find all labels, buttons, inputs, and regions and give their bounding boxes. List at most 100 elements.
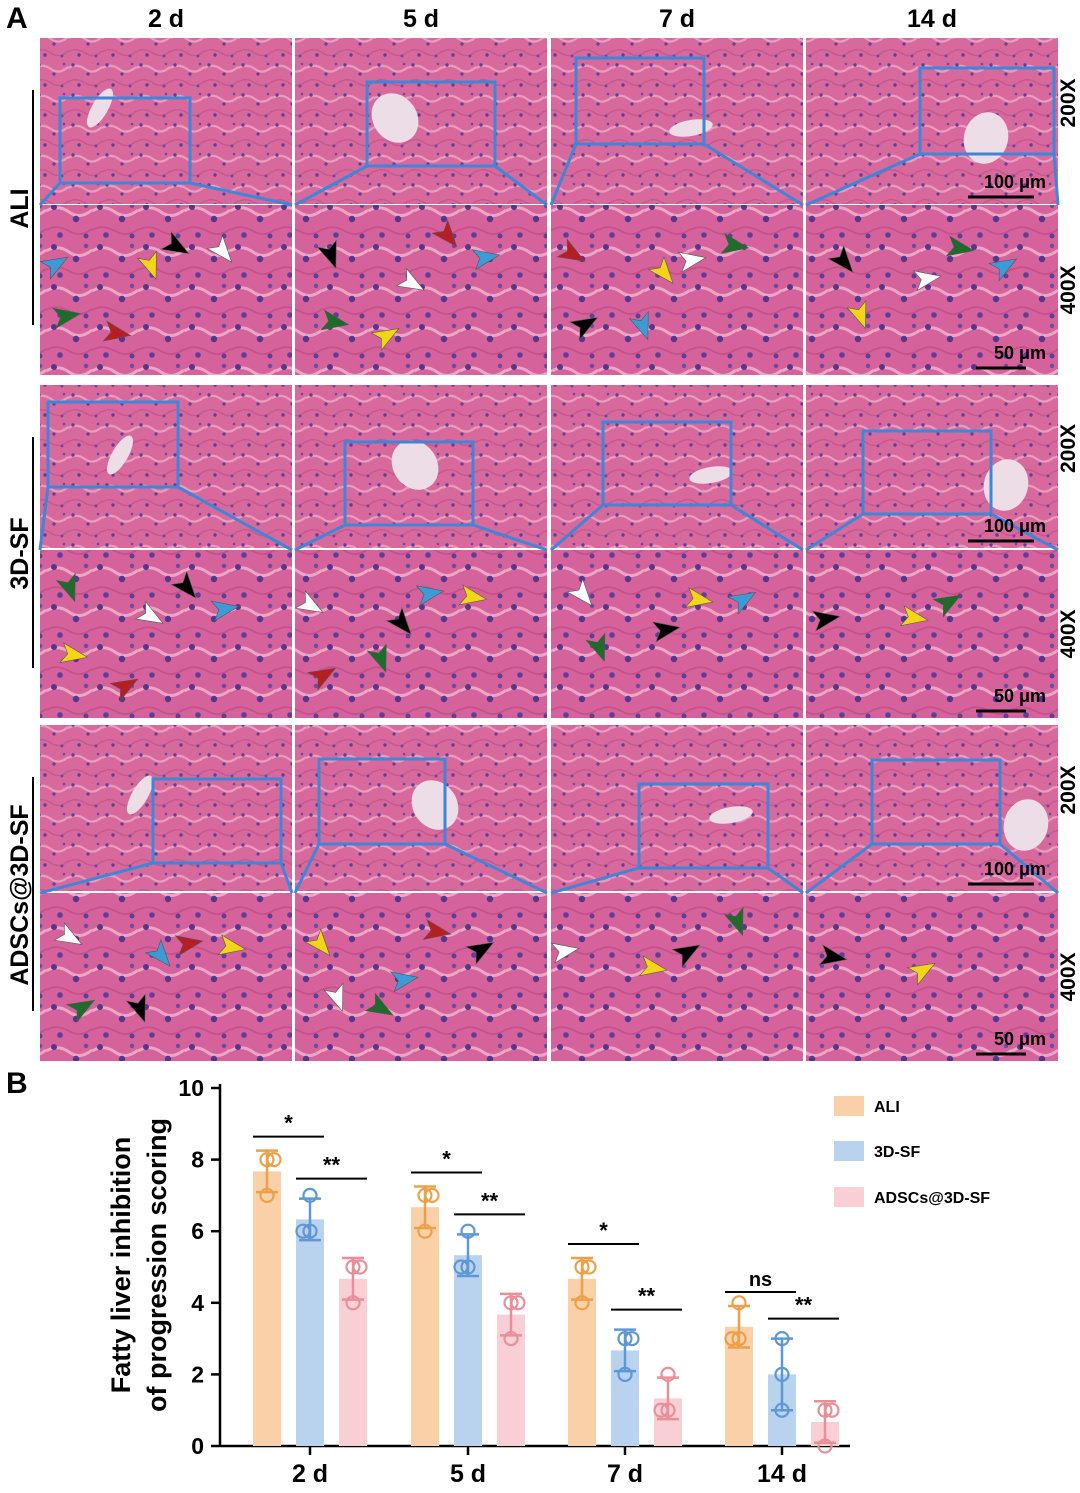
legend-label-2: ADSCs@3D-SF	[874, 1190, 990, 1207]
micrograph-400x-g1-c0	[40, 550, 292, 718]
arrowhead-black	[170, 570, 197, 599]
arrowhead-black	[651, 621, 681, 643]
data-point	[817, 1402, 833, 1418]
mag-label-200x-0: 200X	[1057, 78, 1080, 127]
zoom-box-g2-c0	[151, 777, 283, 865]
scale-label-100um-2: 100 μm	[984, 859, 1046, 879]
micrograph-200x-g2-c2	[551, 725, 803, 891]
data-point	[574, 1259, 590, 1275]
vessel-1-2	[689, 466, 733, 484]
data-point	[453, 1259, 469, 1275]
micrograph-400x-g2-c1	[295, 893, 547, 1061]
micrograph-400x-g0-c3	[806, 205, 1058, 375]
sig-label: *	[599, 1218, 608, 1243]
bar-3D-SF-2d	[296, 1219, 324, 1446]
arrowhead-green	[945, 235, 975, 257]
data-point	[624, 1330, 640, 1347]
arrowhead-yellow	[458, 584, 488, 606]
arrowhead-white	[206, 234, 233, 263]
data-point	[503, 1330, 519, 1347]
zoom-line-right	[703, 142, 804, 207]
arrowhead-blue	[628, 310, 649, 341]
zoom-line-right	[444, 842, 548, 895]
micrograph-400x-g2-c0	[40, 893, 292, 1061]
arrowhead-yellow	[304, 928, 331, 957]
sig-label: **	[795, 1293, 813, 1318]
arrowhead-white	[566, 578, 593, 607]
arrowhead-yellow	[684, 586, 714, 608]
arrowhead-white	[323, 982, 344, 1013]
sig-label: **	[638, 1284, 656, 1309]
arrowhead-blue	[210, 600, 240, 622]
arrowhead-white	[134, 600, 164, 624]
micrograph-400x-g0-c2	[551, 205, 803, 375]
arrowhead-blue	[39, 256, 69, 280]
data-point	[817, 1438, 833, 1454]
y-tick-label: 2	[191, 1361, 204, 1387]
zoom-line-right	[990, 512, 1059, 552]
bar-ALI-2d	[253, 1171, 281, 1446]
group-label-0: ALI	[6, 188, 34, 228]
arrowhead-white	[912, 270, 942, 292]
mag-label-400x-0: 400X	[1057, 265, 1080, 314]
scale-label-100um-1: 100 μm	[984, 516, 1046, 536]
data-point	[617, 1330, 633, 1347]
zoom-line-left	[293, 843, 321, 894]
arrowhead-red	[422, 918, 452, 940]
x-tick-label-1: 5 d	[450, 1460, 486, 1488]
data-point	[352, 1259, 368, 1275]
arrowhead-yellow	[647, 255, 674, 284]
data-point	[617, 1366, 633, 1383]
y-axis-label-line-1: of progression scoring	[142, 1118, 172, 1412]
data-point	[302, 1187, 318, 1204]
y-axis-label-line-0: Fatty liver inhibition	[106, 1137, 136, 1394]
zoom-box-g1-c3	[861, 429, 993, 516]
arrowhead-yellow	[370, 328, 400, 352]
arrowhead-yellow	[846, 299, 867, 330]
zoom-box-g0-c1	[365, 80, 497, 168]
data-point	[424, 1187, 440, 1204]
data-point	[660, 1402, 676, 1418]
arrowhead-green	[52, 307, 82, 329]
arrowhead-white	[294, 589, 324, 613]
arrowhead-black	[465, 941, 495, 965]
vessel-2-2	[709, 806, 753, 824]
arrowhead-black	[568, 317, 599, 341]
data-point	[302, 1223, 318, 1239]
data-point	[653, 1402, 669, 1418]
data-point	[824, 1402, 840, 1418]
zoom-line-left	[294, 164, 368, 207]
arrowhead-red	[102, 320, 132, 342]
sig-label: **	[323, 1153, 341, 1178]
bar-ALI-5d	[411, 1207, 439, 1446]
data-point	[417, 1223, 433, 1239]
data-point	[774, 1402, 790, 1418]
arrowhead-red	[306, 667, 337, 691]
zoom-box-g0-c3	[918, 66, 1056, 156]
arrowhead-yellow	[59, 642, 89, 664]
zoom-line-right	[999, 842, 1059, 895]
arrowhead-blue	[389, 971, 419, 993]
panel-b-bar-chart: B Fatty liver inhibition of progression sc…	[6, 1067, 990, 1488]
panel-b-letter: B	[6, 1067, 28, 1100]
group-label-1: 3D-SF	[6, 517, 34, 589]
mag-label-400x-1: 400X	[1057, 609, 1080, 658]
legend-swatch-1	[834, 1141, 864, 1161]
zoom-line-right	[730, 503, 804, 552]
zoom-line-right	[177, 485, 293, 552]
arrowhead-black	[316, 239, 337, 269]
zoom-line-right	[494, 164, 548, 207]
legend-label-0: ALI	[874, 1099, 900, 1116]
micrograph-200x-g0-c0	[40, 38, 292, 204]
data-point	[724, 1330, 740, 1347]
data-point	[417, 1187, 433, 1204]
zoom-box-g1-c2	[601, 420, 733, 507]
data-point	[295, 1223, 311, 1239]
data-point	[460, 1259, 476, 1275]
zoom-line-left	[805, 152, 921, 207]
arrowhead-yellow	[899, 605, 929, 627]
vessel-0-2	[669, 119, 713, 137]
data-point	[731, 1295, 747, 1311]
x-tick-label-3: 14 d	[757, 1460, 807, 1488]
arrowhead-green	[55, 572, 76, 603]
